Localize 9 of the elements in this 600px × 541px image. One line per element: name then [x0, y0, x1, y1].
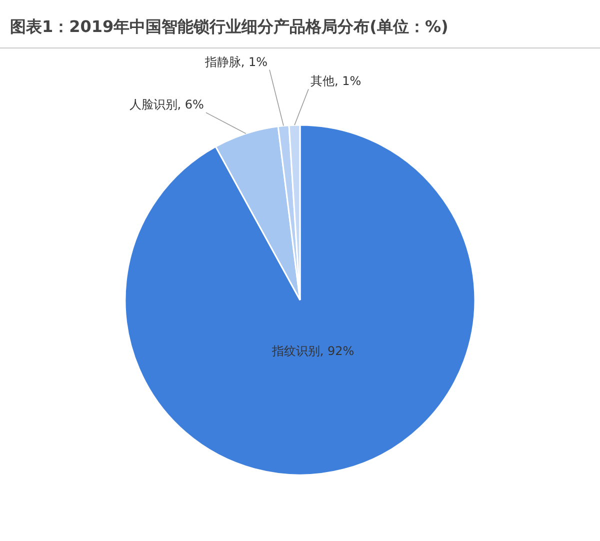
data-label: , 1%	[334, 74, 362, 88]
slice-label: 指静脉	[204, 54, 241, 69]
data-label: , 6%	[177, 98, 204, 112]
data-label: , 92%	[320, 344, 354, 358]
data-label: , 1%	[240, 54, 268, 69]
chart-title: 图表1：2019年中国智能锁行业细分产品格局分布(单位：%)	[10, 17, 448, 36]
slice-label: 指纹识别	[270, 344, 320, 358]
slice-label: 人脸识别	[129, 98, 178, 112]
slice-label: 其他	[310, 74, 335, 88]
